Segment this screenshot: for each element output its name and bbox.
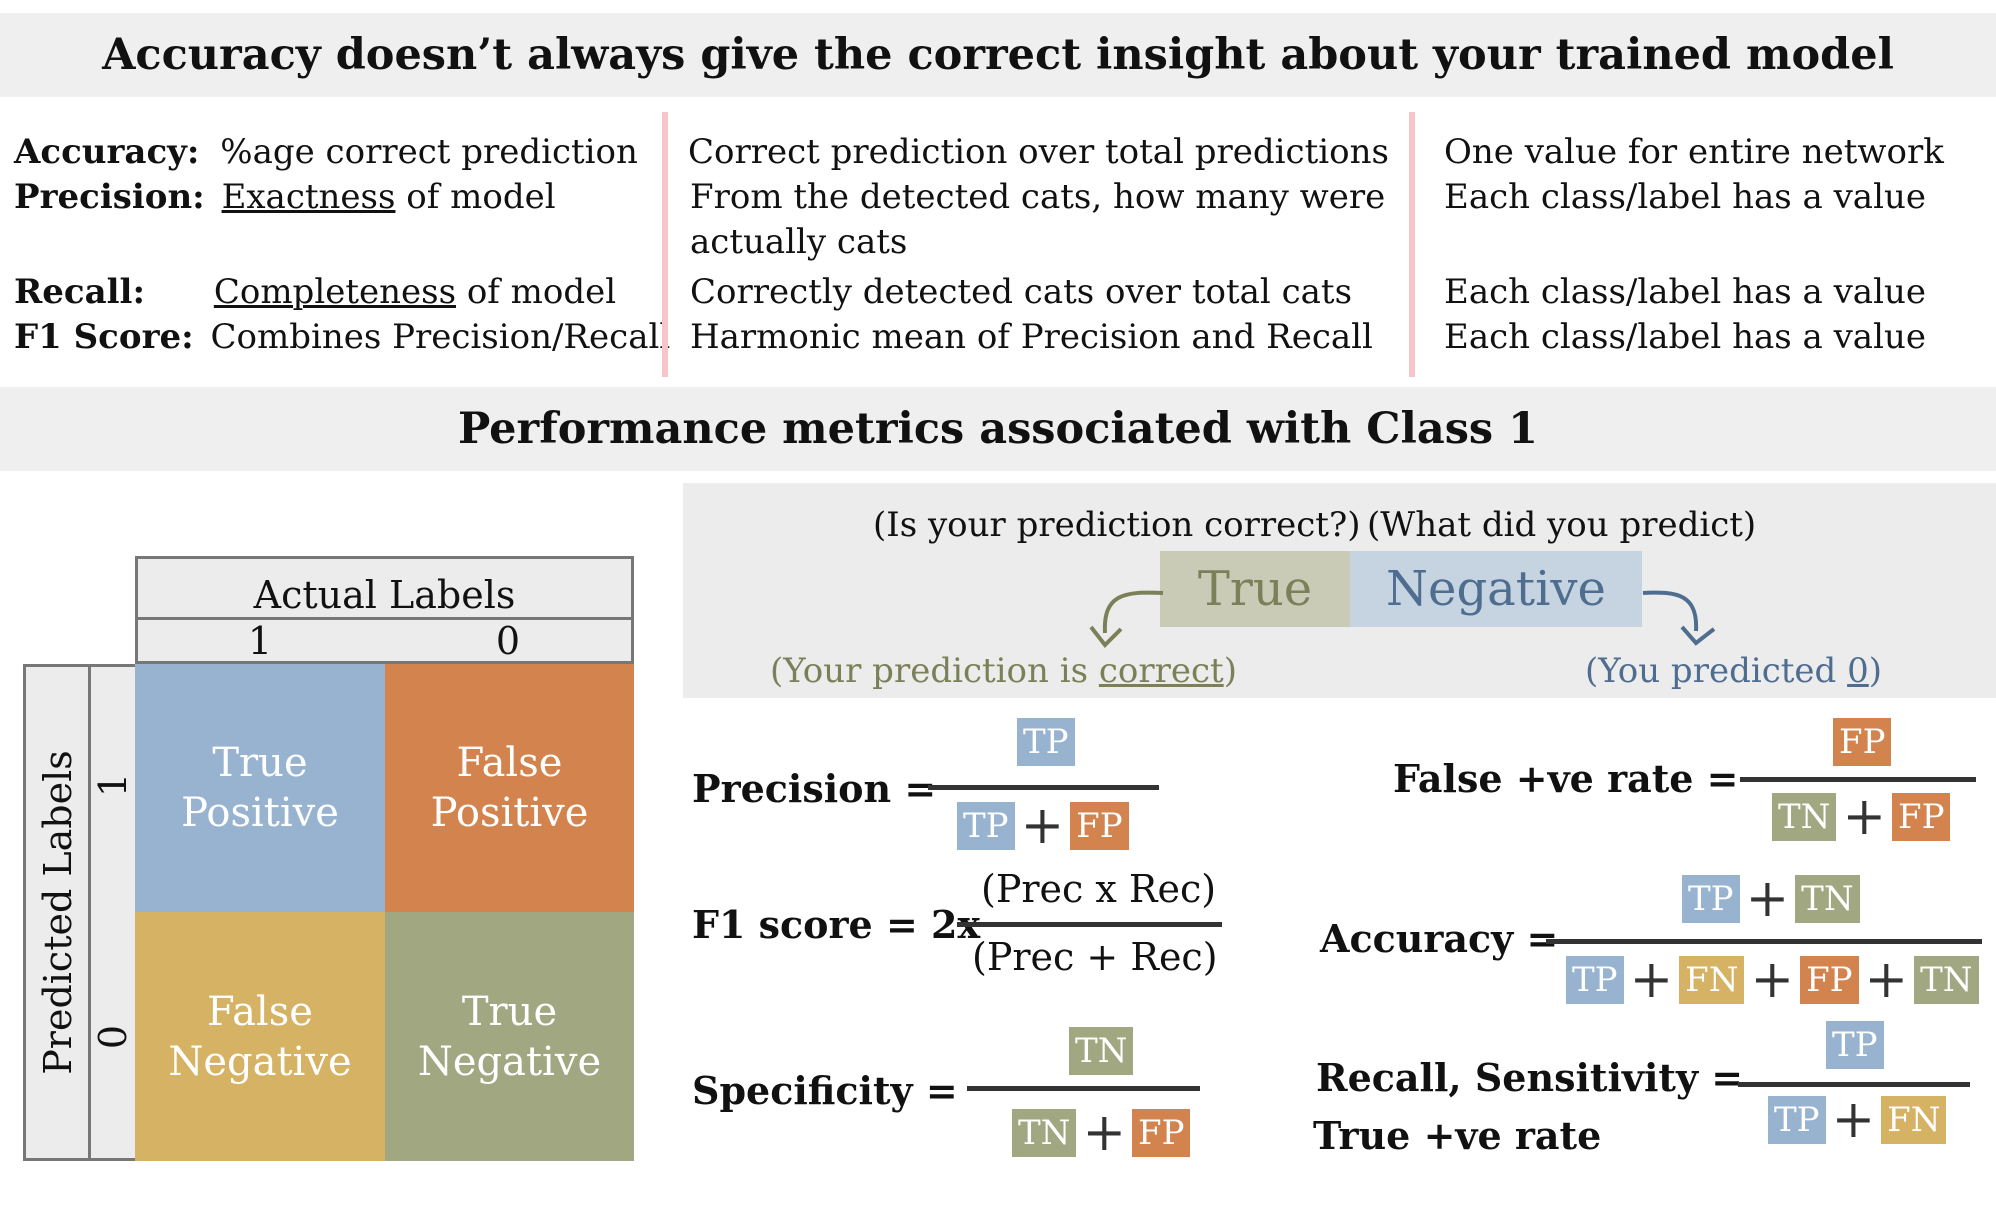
metric-definition: Exactness of model — [221, 177, 556, 217]
word-negative: Negative — [1350, 551, 1642, 627]
chip-fp: FP — [1132, 1109, 1191, 1157]
metric-name-f1: F1 Score: Combines Precision/Recall — [14, 315, 670, 359]
chip-fp: FP — [1892, 793, 1951, 841]
fpr-numerator: FP — [1833, 718, 1892, 766]
chip-tp: TP — [957, 802, 1015, 850]
cell-true-negative: True Negative — [385, 912, 634, 1161]
f1-label: F1 score = 2x — [692, 902, 981, 947]
plus-sign: + — [1745, 869, 1790, 929]
plus-sign: + — [1020, 796, 1065, 856]
precision-numerator: TP — [1017, 718, 1075, 766]
question-correct: (Is your prediction correct?) — [873, 505, 1361, 545]
mid-title: Performance metrics associated with Clas… — [0, 387, 1996, 471]
metric-desc-precision: From the detected cats, how many were — [690, 177, 1386, 217]
accuracy-numerator: TP + TN — [1682, 869, 1860, 929]
plus-sign: + — [1082, 1103, 1127, 1163]
chip-tn: TN — [1914, 956, 1979, 1004]
actual-label-1: 1 — [247, 618, 273, 663]
recall-label: Recall, Sensitivity = — [1316, 1055, 1744, 1100]
chip-fn: FN — [1679, 956, 1745, 1004]
chip-tn: TN — [1069, 1027, 1134, 1075]
fraction-bar — [1546, 939, 1982, 944]
fraction-bar — [928, 785, 1159, 790]
metric-name-recall: Recall: Completeness of model — [14, 270, 616, 314]
metric-desc-accuracy: Correct prediction over total prediction… — [688, 132, 1389, 172]
metric-name-accuracy: Accuracy: %age correct prediction — [14, 130, 638, 174]
actual-label-0: 0 — [495, 618, 521, 663]
metric-desc-recall: Correctly detected cats over total cats — [690, 272, 1353, 312]
metric-definition: %age correct prediction — [220, 132, 638, 172]
metric-definition: Combines Precision/Recall — [210, 317, 671, 357]
metric-desc-precision-cont: actually cats — [690, 222, 908, 262]
metric-scope-accuracy: One value for entire network — [1444, 132, 1944, 172]
chip-tp: TP — [1826, 1021, 1884, 1069]
tn-explanation-panel: (Is your prediction correct?) (What did … — [683, 483, 1996, 698]
specificity-denominator: TN + FP — [1012, 1103, 1191, 1163]
metric-desc-f1: Harmonic mean of Precision and Recall — [690, 317, 1373, 357]
arrow-right-icon — [1642, 590, 1716, 646]
confusion-matrix: Actual Labels 1 0 Predicted Labels 1 0 T… — [0, 0, 640, 1220]
metric-name: F1 Score: — [14, 317, 194, 357]
cell-true-positive: True Positive — [135, 664, 385, 912]
fpr-label: False +ve rate = — [1393, 756, 1739, 801]
metric-name: Recall: — [14, 272, 146, 312]
cell-false-negative: False Negative — [135, 912, 385, 1161]
chip-tp: TP — [1566, 956, 1624, 1004]
fpr-denominator: TN + FP — [1772, 787, 1951, 847]
note-predicted: (You predicted 0) — [1585, 651, 1883, 691]
plus-sign: + — [1842, 787, 1887, 847]
plus-sign: + — [1864, 950, 1909, 1010]
chip-tp: TP — [1017, 718, 1075, 766]
cell-false-positive: False Positive — [385, 664, 634, 912]
precision-label: Precision = — [692, 766, 937, 811]
accuracy-denominator: TP + FN + FP + TN — [1566, 950, 1979, 1010]
accuracy-label: Accuracy = — [1320, 916, 1559, 961]
metric-name: Accuracy: — [14, 132, 200, 172]
column-divider — [662, 112, 668, 377]
precision-denominator: TP + FP — [957, 796, 1129, 856]
mid-title-text: Performance metrics associated with Clas… — [458, 404, 1538, 454]
recall-label-2: True +ve rate — [1313, 1113, 1602, 1158]
chip-tn: TN — [1772, 793, 1837, 841]
fraction-bar — [957, 922, 1222, 927]
specificity-label: Specificity = — [692, 1068, 958, 1113]
chip-fp: FP — [1833, 718, 1892, 766]
arrow-left-icon — [1089, 590, 1164, 649]
word-true: True — [1160, 551, 1350, 627]
actual-labels-values — [135, 617, 634, 664]
question-predict: (What did you predict) — [1367, 505, 1757, 545]
chip-tp: TP — [1768, 1096, 1826, 1144]
chip-tn: TN — [1795, 875, 1860, 923]
plus-sign: + — [1750, 950, 1795, 1010]
chip-tp: TP — [1682, 875, 1740, 923]
metric-scope-recall: Each class/label has a value — [1444, 272, 1926, 312]
top-title: Accuracy doesn’t always give the correct… — [0, 13, 1996, 97]
metric-scope-precision: Each class/label has a value — [1444, 177, 1926, 217]
recall-denominator: TP + FN — [1768, 1090, 1947, 1150]
specificity-numerator: TN — [1069, 1027, 1134, 1075]
plus-sign: + — [1831, 1090, 1876, 1150]
metric-definition: Completeness of model — [213, 272, 617, 312]
chip-fn: FN — [1881, 1096, 1947, 1144]
metric-scope-f1: Each class/label has a value — [1444, 317, 1926, 357]
top-title-text: Accuracy doesn’t always give the correct… — [102, 30, 1894, 80]
metrics-table: Accuracy: %age correct prediction Correc… — [0, 100, 1996, 380]
chip-fp: FP — [1800, 956, 1859, 1004]
column-divider — [1409, 112, 1415, 377]
fraction-bar — [1740, 777, 1976, 782]
f1-denominator: (Prec + Rec) — [972, 935, 1218, 979]
metric-name-precision: Precision: Exactness of model — [14, 175, 556, 219]
fraction-bar — [1738, 1082, 1970, 1087]
plus-sign: + — [1629, 950, 1674, 1010]
actual-labels-header: Actual Labels — [135, 556, 634, 620]
fraction-bar — [967, 1086, 1200, 1091]
recall-numerator: TP — [1826, 1021, 1884, 1069]
note-correct: (Your prediction is correct) — [770, 651, 1237, 691]
f1-numerator: (Prec x Rec) — [981, 867, 1217, 911]
metric-name: Precision: — [14, 177, 205, 217]
chip-fp: FP — [1070, 802, 1129, 850]
chip-tn: TN — [1012, 1109, 1077, 1157]
